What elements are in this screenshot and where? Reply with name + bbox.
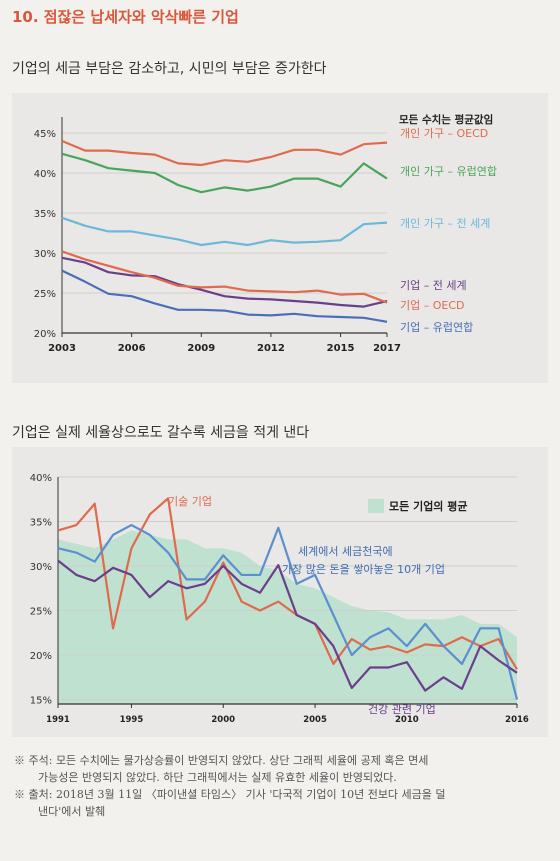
y-tick-label: 30% [34, 249, 56, 260]
y-tick-label: 45% [34, 129, 56, 140]
y-tick-label: 15% [30, 696, 52, 707]
series-line-개인-가구-전-세계 [61, 216, 388, 247]
legend-label: 기업 – OECD [400, 299, 465, 312]
chart2-caption: 기업은 실제 세율상으로도 갈수록 세금을 적게 낸다 [12, 425, 310, 441]
x-tick-label: 2003 [48, 343, 76, 354]
label-tax-haven-companies: 가장 많은 돈을 쌓아놓은 10개 기업 [282, 563, 445, 576]
chart2-panel: 15% 20% 25% 30% 35% 40% 1991 1995 2000 2005 2010 20… [12, 447, 548, 737]
x-tick-label: 1991 [46, 715, 70, 725]
series-line-기업-유럽연합 [61, 269, 388, 323]
y-tick-label: 25% [34, 289, 56, 300]
x-tick-label: 2017 [373, 343, 401, 354]
legend-label: 개인 가구 – 유럽연합 [400, 164, 497, 178]
section-title: 10. 점잖은 납세자와 악삭빠른 기업 [12, 8, 239, 26]
x-tick-label: 2000 [211, 715, 235, 725]
legend-label-average: 모든 기업의 평균 [389, 499, 468, 513]
footnote-line: 가능성은 반영되지 않았다. 하단 그래픽에서는 실제 유효한 세율이 반영되었… [38, 771, 397, 784]
x-tick-label: 2006 [118, 343, 146, 354]
x-tick-label: 2016 [505, 715, 529, 725]
footnotes: ※ 주석: 모든 수치에는 물가상승률이 반영되지 않았다. 상단 그래픽 세율… [14, 752, 546, 820]
label-tech-companies: 기술 기업 [168, 495, 212, 508]
legend-swatch-average [368, 499, 384, 513]
chart2-svg: 15% 20% 25% 30% 35% 40% 1991 1995 2000 2005 2010 20… [30, 473, 529, 725]
x-tick-label: 1995 [120, 715, 144, 725]
footnote-line: ※ 주석: 모든 수치에는 물가상승률이 반영되지 않았다. 상단 그래픽 세율… [14, 754, 429, 767]
legend-label: 기업 – 전 세계 [400, 279, 467, 292]
legend-label: 기업 – 유럽연합 [400, 320, 473, 334]
chart1-caption: 기업의 세금 부담은 감소하고, 시민의 부담은 증가한다 [12, 61, 327, 77]
series-line-개인-가구-유럽연합 [61, 152, 388, 194]
footnote-line: 낸다'에서 발췌 [38, 805, 106, 818]
x-tick-label: 2015 [327, 343, 355, 354]
series-line-세계에서-세금천국에-가장-많은-돈을-쌓아놓은-10개-기업 [57, 523, 519, 700]
x-tick-label: 2012 [257, 343, 285, 354]
y-tick-label: 20% [30, 651, 52, 662]
y-tick-label: 40% [34, 169, 56, 180]
series-line-개인-가구-OECD [61, 139, 388, 167]
label-tax-haven-companies: 세계에서 세금천국에 [298, 544, 393, 558]
y-tick-label: 40% [30, 473, 52, 484]
series-line-기술-기업 [57, 497, 518, 670]
x-tick-label: 2009 [187, 343, 215, 354]
y-tick-label: 20% [34, 329, 56, 340]
legend-label: 개인 가구 – 전 세계 [400, 217, 490, 230]
chart1-svg: 20% 25% 30% 35% 40% 45% 2003 2006 2009 2012 2015 20… [34, 113, 497, 354]
series-line-건강-관련-기업 [57, 559, 518, 692]
chart1-panel: 20% 25% 30% 35% 40% 45% 2003 2006 2009 2012 2015 20… [12, 93, 548, 383]
y-tick-label: 30% [30, 562, 52, 573]
series-line-기업-전-세계 [61, 256, 388, 308]
chart1-note: 모든 수치는 평균값임 [399, 113, 493, 126]
x-tick-label: 2010 [395, 715, 419, 725]
footnote-line: ※ 출처: 2018년 3월 11일 〈파이낸셜 타임스〉 기사 '다국적 기업… [14, 788, 446, 801]
y-tick-label: 25% [30, 607, 52, 618]
label-health-companies: 건강 관련 기업 [368, 703, 436, 716]
legend-label: 개인 가구 – OECD [400, 127, 488, 140]
area-average-all-companies [58, 530, 517, 704]
y-tick-label: 35% [34, 209, 56, 220]
series-line-기업-OECD [61, 250, 388, 304]
x-tick-label: 2005 [303, 715, 327, 725]
y-tick-label: 35% [30, 518, 52, 529]
